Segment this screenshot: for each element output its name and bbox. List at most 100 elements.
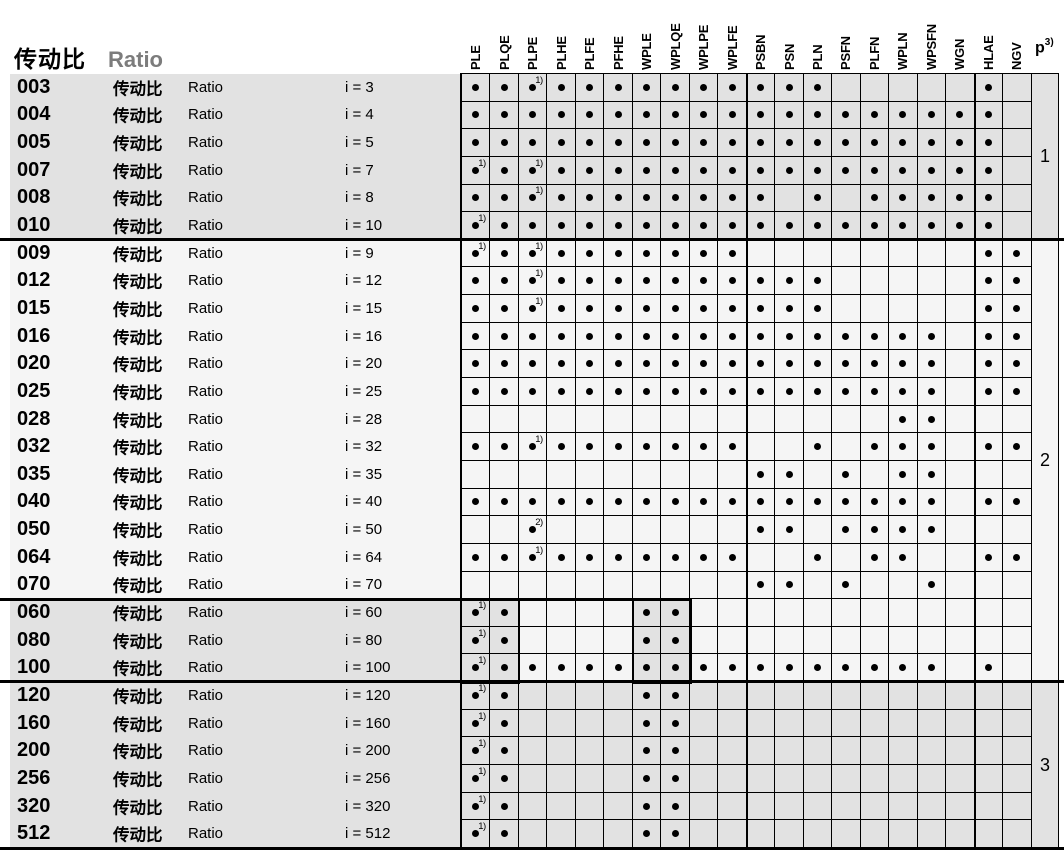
cell-060-plqe bbox=[490, 599, 519, 627]
availability-dot bbox=[671, 719, 679, 727]
availability-dot bbox=[586, 498, 594, 506]
cell-004-wpln bbox=[889, 101, 918, 130]
availability-dot bbox=[671, 139, 679, 147]
cell-200-plfn bbox=[860, 737, 890, 766]
dot-icon bbox=[643, 443, 651, 451]
cell-256-pfhe bbox=[604, 765, 633, 793]
cell-009-plhe bbox=[547, 239, 576, 268]
footnote-superscript: 1) bbox=[478, 821, 486, 833]
availability-dot bbox=[643, 747, 651, 755]
dot-icon bbox=[785, 222, 793, 230]
dot-icon bbox=[472, 719, 480, 727]
cell-320-ngv bbox=[1003, 792, 1032, 821]
dot-icon bbox=[927, 111, 935, 119]
cell-028-pln bbox=[803, 405, 833, 434]
availability-dot bbox=[614, 194, 622, 202]
dot-icon bbox=[472, 553, 480, 561]
dot-icon bbox=[785, 526, 793, 534]
dot-icon bbox=[870, 498, 878, 506]
cell-120-wpsfn bbox=[917, 682, 947, 710]
cell-012-ple bbox=[462, 267, 491, 296]
cell-060-psn bbox=[775, 599, 804, 627]
availability-dot bbox=[870, 664, 878, 672]
dot-icon bbox=[984, 664, 992, 672]
cell-160-wplqe bbox=[661, 709, 690, 738]
dot-icon bbox=[472, 222, 480, 230]
cell-004-psfn bbox=[832, 101, 861, 130]
dot-icon bbox=[472, 443, 480, 451]
availability-dot bbox=[813, 664, 821, 672]
footnote-superscript: 1) bbox=[478, 765, 486, 777]
cell-028-hlae bbox=[974, 405, 1004, 434]
column-header-psbn: PSBN bbox=[753, 34, 769, 70]
cell-200-plhe bbox=[547, 737, 576, 766]
dot-icon bbox=[529, 222, 537, 230]
availability-dot bbox=[671, 304, 679, 312]
dot-icon bbox=[643, 360, 651, 368]
availability-dot: 2) bbox=[529, 517, 543, 534]
availability-dot: 1) bbox=[472, 213, 486, 230]
row-064-cjk: 传动比 bbox=[113, 550, 163, 569]
availability-dot bbox=[643, 360, 651, 368]
dot-icon bbox=[927, 526, 935, 534]
cell-060-ple: 1) bbox=[462, 599, 491, 627]
dot-icon bbox=[557, 111, 565, 119]
cell-035-plfe bbox=[575, 460, 605, 489]
dot-icon bbox=[671, 387, 679, 395]
availability-dot bbox=[899, 360, 907, 368]
row-256-cjk: 传动比 bbox=[113, 771, 163, 790]
cell-005-plfe bbox=[575, 129, 605, 157]
cell-016-plqe bbox=[490, 322, 519, 351]
dot-icon bbox=[813, 111, 821, 119]
cell-512-plhe bbox=[547, 820, 576, 848]
availability-dot bbox=[927, 664, 935, 672]
availability-dot bbox=[671, 222, 679, 230]
cell-040-plqe bbox=[490, 488, 519, 517]
row-512-en: Ratio bbox=[188, 825, 224, 843]
availability-dot bbox=[956, 222, 964, 230]
dot-icon bbox=[557, 222, 565, 230]
dot-icon bbox=[472, 747, 480, 755]
cell-040-psfn bbox=[832, 488, 861, 517]
dot-icon bbox=[472, 194, 480, 202]
cell-320-plqe bbox=[490, 792, 519, 821]
dot-icon bbox=[529, 83, 537, 91]
dot-icon bbox=[785, 664, 793, 672]
cell-025-plhe bbox=[547, 378, 576, 406]
dot-icon bbox=[927, 194, 935, 202]
row-007-code: 007 bbox=[17, 158, 51, 181]
cell-035-wple bbox=[632, 460, 662, 489]
availability-dot bbox=[984, 83, 992, 91]
cell-040-wpsfn bbox=[917, 488, 947, 517]
cell-512-wpln bbox=[889, 820, 918, 848]
dot-icon bbox=[728, 498, 736, 506]
dot-icon bbox=[899, 222, 907, 230]
cell-512-wple bbox=[632, 820, 662, 848]
header-title-en: Ratio bbox=[108, 47, 163, 72]
cell-015-wpsfn bbox=[917, 295, 947, 323]
dot-icon bbox=[529, 332, 537, 340]
cell-003-plhe bbox=[547, 74, 576, 102]
dot-icon bbox=[671, 553, 679, 561]
availability-dot bbox=[927, 194, 935, 202]
highlight-box-ple-plqe bbox=[459, 597, 520, 684]
cell-009-wplfe bbox=[718, 239, 747, 268]
cell-050-pln bbox=[803, 516, 833, 544]
availability-dot bbox=[614, 332, 622, 340]
availability-dot bbox=[671, 774, 679, 782]
availability-dot bbox=[700, 139, 708, 147]
cell-100-plfn bbox=[860, 654, 890, 683]
row-160-code: 160 bbox=[17, 711, 51, 734]
cell-080-plfe bbox=[575, 626, 605, 655]
availability-dot bbox=[813, 332, 821, 340]
availability-dot: 1) bbox=[472, 794, 486, 810]
cell-160-plhe bbox=[547, 709, 576, 738]
cell-020-plhe bbox=[547, 350, 576, 379]
cell-010-psn bbox=[775, 212, 804, 240]
cell-008-wplfe bbox=[718, 184, 747, 213]
cell-015-plqe bbox=[490, 295, 519, 323]
cell-015-plpe: 1) bbox=[518, 295, 548, 323]
dot-icon bbox=[586, 139, 594, 147]
cell-003-wplpe bbox=[689, 74, 719, 102]
row-320-cjk: 传动比 bbox=[113, 799, 163, 818]
